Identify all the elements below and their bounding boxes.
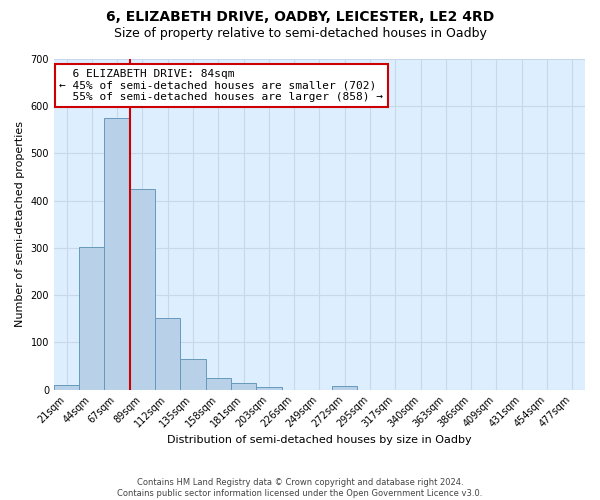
Bar bbox=[231, 384, 256, 390]
Text: Size of property relative to semi-detached houses in Oadby: Size of property relative to semi-detach… bbox=[113, 28, 487, 40]
Bar bbox=[206, 378, 231, 390]
Text: 6, ELIZABETH DRIVE, OADBY, LEICESTER, LE2 4RD: 6, ELIZABETH DRIVE, OADBY, LEICESTER, LE… bbox=[106, 10, 494, 24]
Text: Contains HM Land Registry data © Crown copyright and database right 2024.
Contai: Contains HM Land Registry data © Crown c… bbox=[118, 478, 482, 498]
Bar bbox=[104, 118, 130, 390]
Bar bbox=[155, 318, 181, 390]
Text: 6 ELIZABETH DRIVE: 84sqm
← 45% of semi-detached houses are smaller (702)
  55% o: 6 ELIZABETH DRIVE: 84sqm ← 45% of semi-d… bbox=[59, 69, 383, 102]
X-axis label: Distribution of semi-detached houses by size in Oadby: Distribution of semi-detached houses by … bbox=[167, 435, 472, 445]
Bar bbox=[181, 359, 206, 390]
Bar bbox=[79, 247, 104, 390]
Bar bbox=[54, 385, 79, 390]
Bar bbox=[256, 387, 281, 390]
Bar bbox=[332, 386, 358, 390]
Y-axis label: Number of semi-detached properties: Number of semi-detached properties bbox=[15, 122, 25, 328]
Bar bbox=[130, 189, 155, 390]
